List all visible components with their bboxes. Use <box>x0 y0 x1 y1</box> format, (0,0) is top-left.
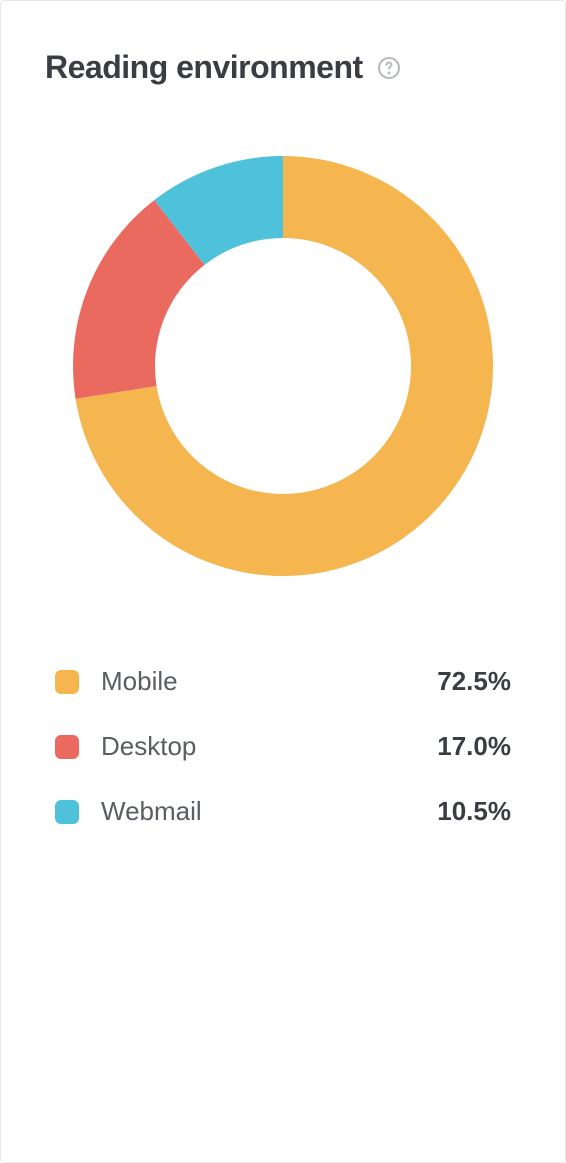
donut-chart <box>73 156 493 576</box>
legend: Mobile 72.5% Desktop 17.0% Webmail 10.5% <box>45 666 521 827</box>
legend-label: Webmail <box>101 796 437 827</box>
legend-item: Webmail 10.5% <box>55 796 511 827</box>
chart-container <box>45 156 521 576</box>
legend-label: Desktop <box>101 731 437 762</box>
legend-value: 17.0% <box>437 731 511 762</box>
legend-swatch <box>55 800 79 824</box>
reading-environment-card: Reading environment Mobile 72.5% Desktop… <box>0 0 566 1163</box>
help-icon[interactable] <box>377 56 401 80</box>
legend-swatch <box>55 735 79 759</box>
card-title: Reading environment <box>45 49 363 86</box>
legend-item: Mobile 72.5% <box>55 666 511 697</box>
legend-value: 72.5% <box>437 666 511 697</box>
card-header: Reading environment <box>45 49 521 86</box>
legend-value: 10.5% <box>437 796 511 827</box>
legend-item: Desktop 17.0% <box>55 731 511 762</box>
legend-label: Mobile <box>101 666 437 697</box>
legend-swatch <box>55 670 79 694</box>
